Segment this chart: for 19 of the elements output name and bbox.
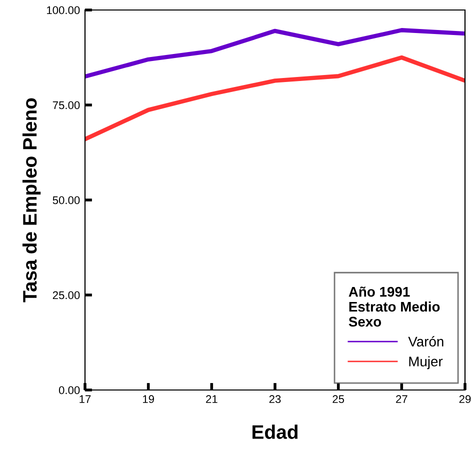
x-tick-label: 25 [332,395,344,404]
x-axis-title: Edad [252,424,298,439]
y-tick-label: 50.00 [52,196,80,204]
y-tick-label: 75.00 [52,101,80,110]
x-tick-label: 19 [143,395,154,404]
legend-label: Mujer [409,356,443,370]
y-axis-title: Tasa de Empleo Pleno [22,98,41,302]
line-series [85,55,465,142]
y-tick-label: 100.00 [47,6,80,14]
line-series [85,28,465,79]
y-tick-label: 25.00 [52,291,80,300]
x-tick-label: 17 [80,395,91,403]
x-tick-label: 29 [459,395,471,404]
y-tick-label: 0.00 [58,386,80,394]
x-tick-label: 21 [206,395,218,403]
legend-title: Año 1991 Estrato Medio Sexo [348,286,440,327]
x-tick-label: 23 [269,395,281,404]
x-tick-label: 27 [396,395,408,403]
legend-label: Varón [408,336,444,347]
